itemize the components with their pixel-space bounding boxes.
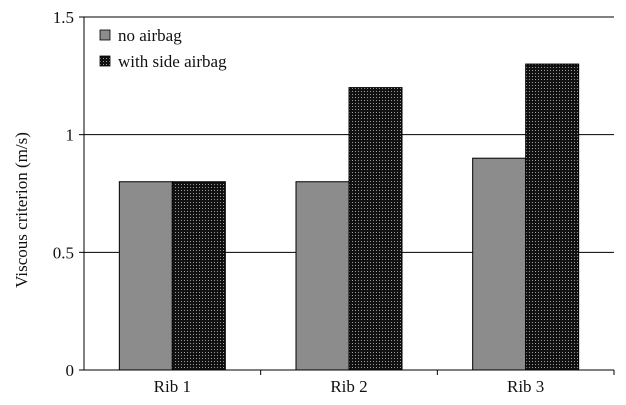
y-tick-label: 0.5 bbox=[53, 243, 74, 262]
bar-with-side-airbag-rib-2 bbox=[348, 87, 403, 371]
legend-label: no airbag bbox=[118, 26, 182, 45]
y-tick-labels: 0 0.5 1 1.5 bbox=[53, 8, 74, 380]
y-tick-label: 1.5 bbox=[53, 8, 74, 27]
axes bbox=[79, 16, 615, 375]
x-tick-labels: Rib 1 Rib 2 Rib 3 bbox=[154, 377, 545, 396]
x-tick-label: Rib 3 bbox=[507, 377, 544, 396]
legend-label: with side airbag bbox=[118, 52, 227, 71]
legend-swatch bbox=[99, 29, 111, 41]
y-axis-label: Viscous criterion (m/s) bbox=[12, 132, 31, 288]
y-tick-label: 0 bbox=[66, 361, 75, 380]
bar-no-airbag-rib-3 bbox=[472, 157, 527, 371]
y-tick-label: 1 bbox=[66, 126, 75, 145]
bars bbox=[118, 63, 580, 371]
x-tick-label: Rib 1 bbox=[154, 377, 191, 396]
bar-no-airbag-rib-2 bbox=[295, 181, 350, 371]
legend-swatch bbox=[99, 55, 111, 67]
bar-with-side-airbag-rib-1 bbox=[171, 181, 226, 371]
bar-with-side-airbag-rib-3 bbox=[525, 63, 580, 371]
bar-no-airbag-rib-1 bbox=[118, 181, 173, 371]
x-tick-label: Rib 2 bbox=[330, 377, 367, 396]
legend: no airbag with side airbag bbox=[99, 26, 227, 71]
